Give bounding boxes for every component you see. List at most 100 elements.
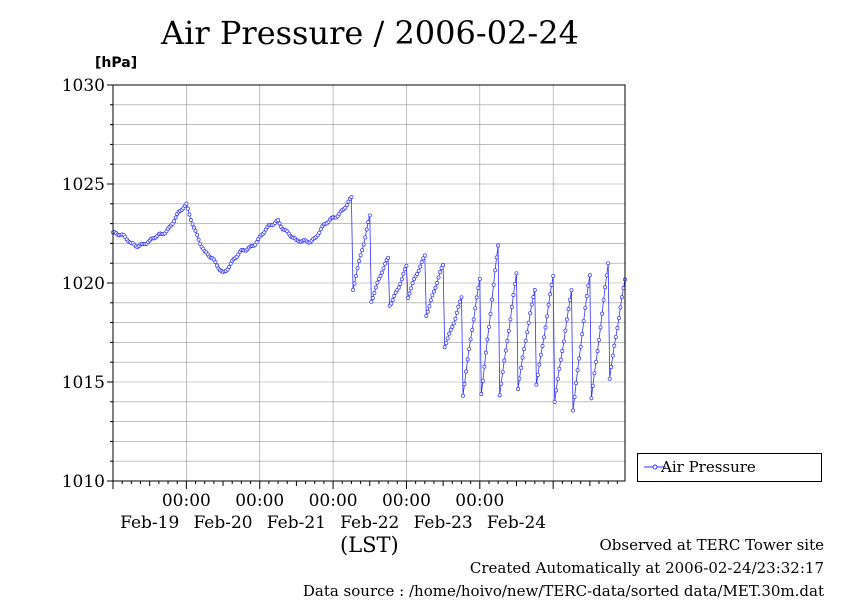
data-point: [592, 371, 597, 376]
data-point: [474, 295, 479, 300]
data-point: [497, 393, 502, 398]
data-point: [442, 345, 447, 350]
y-tick-label: 1010: [62, 472, 105, 492]
data-point: [357, 259, 362, 264]
data-point: [564, 317, 569, 322]
data-point: [441, 263, 446, 268]
y-tick-label: 1030: [62, 76, 105, 96]
data-point: [187, 212, 192, 217]
data-point: [354, 274, 358, 279]
data-point: [604, 273, 609, 278]
data-point: [535, 372, 540, 377]
data-point: [488, 311, 493, 316]
data-point: [609, 365, 614, 369]
data-point: [422, 253, 427, 258]
data-point: [185, 206, 190, 211]
data-point: [195, 232, 200, 237]
data-point: [552, 399, 557, 404]
data-point: [198, 241, 203, 246]
data-point: [601, 297, 606, 302]
data-point: [450, 324, 455, 329]
data-point: [378, 274, 383, 278]
data-point: [546, 302, 551, 307]
footer-source: Data source : /home/hoivo/new/TERC-data/…: [302, 582, 824, 600]
data-point: [580, 332, 585, 337]
data-point: [490, 297, 494, 302]
data-point: [192, 225, 196, 230]
data-point: [425, 309, 430, 314]
data-point: [532, 288, 537, 293]
data-point: [603, 285, 608, 290]
data-point: [193, 228, 198, 233]
data-point: [373, 285, 378, 290]
data-point: [572, 394, 577, 399]
grid-lines: [113, 85, 625, 481]
data-point: [396, 285, 401, 290]
data-point: [545, 314, 550, 319]
data-point: [392, 294, 397, 298]
data-point: [415, 272, 420, 276]
data-point: [483, 350, 488, 355]
x-tick-time-label: 00:00: [455, 491, 504, 511]
data-point: [471, 317, 476, 322]
data-point: [506, 328, 511, 333]
data-point: [575, 368, 580, 373]
data-point: [548, 292, 553, 297]
data-point: [597, 337, 601, 342]
data-point: [448, 327, 453, 332]
data-point: [479, 392, 484, 396]
y-tick-label: 1015: [62, 373, 105, 393]
x-tick-date-label: Feb-22: [340, 513, 399, 533]
data-point: [531, 295, 536, 300]
data-point: [499, 381, 504, 386]
data-point: [432, 289, 436, 294]
data-point: [451, 321, 456, 326]
data-point: [372, 291, 377, 296]
data-point: [496, 243, 501, 248]
data-point: [578, 344, 583, 349]
data-point: [196, 237, 201, 242]
data-point: [549, 282, 554, 287]
data-point: [586, 283, 591, 288]
data-point: [470, 327, 475, 332]
data-point: [386, 255, 391, 260]
data-point: [612, 343, 617, 348]
x-tick-time-label: 00:00: [382, 491, 431, 511]
x-tick-time-label: 00:00: [309, 491, 358, 511]
data-point: [438, 270, 443, 274]
data-point: [349, 195, 354, 200]
data-point: [619, 295, 624, 300]
data-point: [318, 227, 323, 232]
data-point: [462, 382, 467, 386]
data-point: [172, 219, 177, 224]
data-point: [416, 268, 421, 273]
data-point: [399, 277, 404, 282]
data-point: [376, 276, 381, 281]
legend: Air Pressure: [637, 453, 822, 482]
data-point: [551, 273, 556, 278]
data-point: [615, 326, 620, 330]
x-axis-label: (LST): [340, 533, 399, 557]
footer-created: Created Automatically at 2006-02-24/23:3…: [469, 559, 824, 577]
data-point: [263, 227, 268, 232]
data-point: [427, 304, 432, 309]
data-point: [190, 222, 195, 227]
data-point: [587, 273, 592, 278]
data-point: [436, 275, 441, 280]
data-point: [227, 265, 232, 269]
x-tick-date-label: Feb-23: [414, 513, 473, 533]
data-point: [557, 366, 562, 371]
data-point: [583, 305, 588, 310]
x-tick-date-label: Feb-21: [267, 513, 326, 533]
data-point: [589, 396, 594, 401]
y-tick-label: 1025: [62, 175, 105, 195]
data-point: [503, 348, 508, 353]
data-point: [500, 369, 505, 374]
data-point: [590, 383, 595, 388]
data-point: [537, 362, 542, 367]
x-tick-date-label: Feb-19: [120, 513, 179, 533]
data-point: [398, 282, 403, 286]
data-point: [358, 253, 363, 258]
data-point: [445, 336, 450, 341]
data-point: [383, 261, 387, 266]
